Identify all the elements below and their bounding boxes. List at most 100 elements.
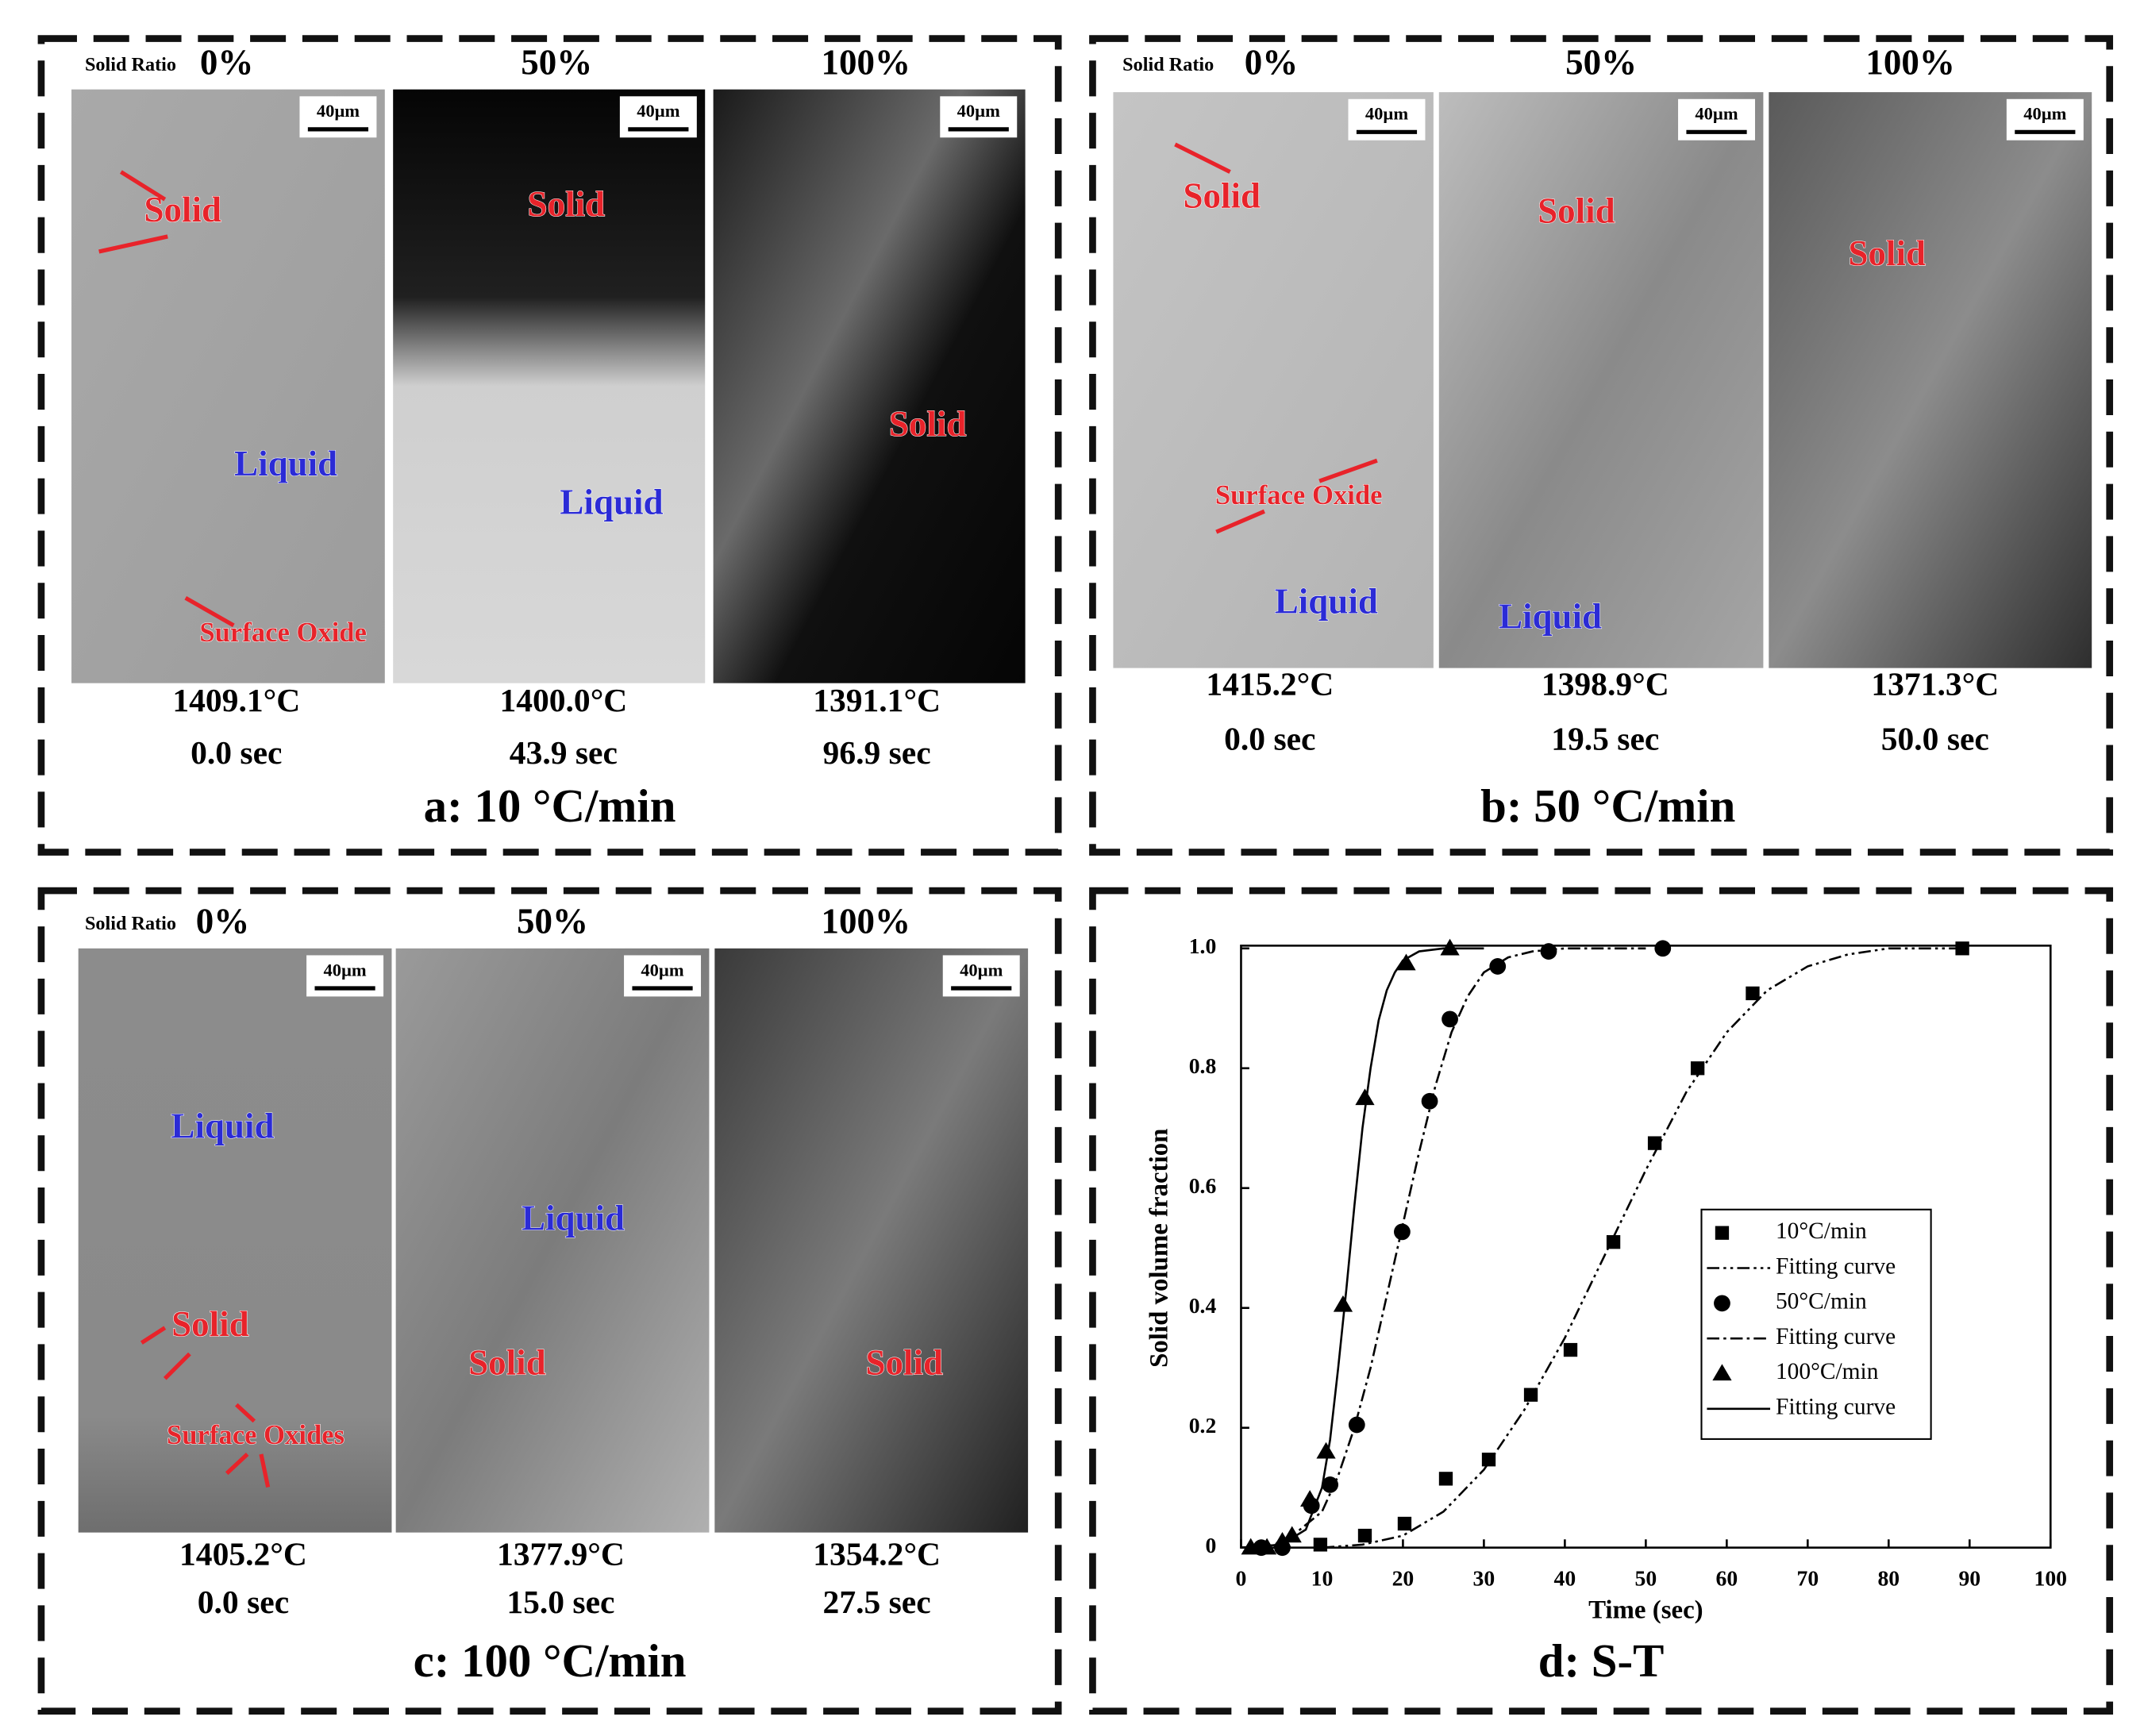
solid-ratio: 0% [1245, 43, 1299, 83]
solid-ratio-label: Solid Ratio [1122, 54, 1214, 75]
annotation: Solid [528, 184, 606, 224]
x-tick-label: 90 [1958, 1566, 1980, 1591]
scale-bar-label: 40µm [317, 101, 360, 121]
marker-triangle [1316, 1442, 1336, 1459]
pointer [1215, 509, 1265, 534]
marker-square [1746, 986, 1760, 1001]
annotation: Liquid [560, 483, 663, 522]
marker-triangle [1712, 1364, 1732, 1381]
legend-label: Fitting curve [1776, 1253, 1896, 1279]
solid-ratio: 100% [822, 902, 911, 941]
panel-border [37, 887, 1062, 1715]
panel-caption: b: 50 °C/min [1480, 780, 1735, 832]
marker-circle [1714, 1295, 1730, 1312]
time: 0.0 sec [191, 734, 282, 771]
scale-bar-label: 40µm [2023, 104, 2066, 124]
micrograph [71, 89, 385, 683]
x-tick-label: 0 [1236, 1566, 1247, 1591]
chart-title: d: S-T [1538, 1635, 1665, 1687]
marker-circle [1654, 940, 1672, 957]
micrograph [1113, 92, 1434, 668]
x-tick-label: 50 [1635, 1566, 1657, 1591]
y-tick-label: 0.8 [1189, 1053, 1217, 1078]
solid-ratio: 50% [517, 902, 588, 941]
x-axis-label: Time (sec) [1588, 1596, 1703, 1625]
solid-ratio: 50% [1565, 43, 1637, 83]
panel-border [1089, 35, 2114, 856]
x-tick-label: 60 [1716, 1566, 1738, 1591]
panel-borders [37, 35, 2114, 1715]
marker-circle [1322, 1476, 1339, 1493]
legend-label: 50°C/min [1776, 1289, 1867, 1315]
marker-square [1563, 1342, 1578, 1357]
x-tick-label: 70 [1796, 1566, 1819, 1591]
annotation: Solid [171, 1304, 249, 1344]
legend-label: 100°C/min [1776, 1359, 1879, 1384]
temperature: 1405.2°C [179, 1535, 307, 1572]
marker-square [1606, 1235, 1621, 1249]
micrograph [713, 89, 1026, 683]
temperature: 1400.0°C [499, 682, 627, 718]
marker-circle [1421, 1092, 1438, 1110]
solid-ratio: 100% [822, 43, 911, 83]
annotation: Solid [468, 1342, 546, 1382]
annotation: Surface Oxide [1215, 480, 1383, 510]
y-tick-label: 0.2 [1189, 1413, 1217, 1438]
panel-border [1089, 887, 2114, 1715]
y-tick-label: 0 [1205, 1533, 1216, 1557]
pointer [184, 596, 235, 628]
panel-caption: c: 100 °C/min [414, 1635, 687, 1687]
scale-bar-label: 40µm [1695, 104, 1738, 124]
marker-square [1438, 1472, 1453, 1486]
marker-circle [1348, 1416, 1365, 1434]
temperature: 1409.1°C [172, 682, 300, 718]
panel-caption: a: 10 °C/min [424, 780, 676, 832]
marker-triangle [1355, 1088, 1375, 1106]
solid-ratio: 100% [1865, 43, 1955, 83]
marker-triangle [1282, 1526, 1302, 1543]
pointer [235, 1403, 256, 1423]
marker-triangle [1440, 938, 1460, 956]
time: 19.5 sec [1551, 721, 1659, 757]
micrograph [1769, 92, 2092, 668]
pointer [98, 234, 168, 254]
marker-square [1481, 1453, 1496, 1467]
temperature: 1377.9°C [497, 1535, 625, 1572]
marker-circle [1540, 943, 1557, 960]
y-axis-label: Solid volume fraction [1145, 1129, 1174, 1368]
marker-circle [1442, 1010, 1458, 1028]
y-tick-label: 0.4 [1189, 1293, 1217, 1318]
solid-ratio: 0% [196, 902, 250, 941]
x-tick-label: 30 [1473, 1566, 1495, 1591]
micrograph [395, 948, 710, 1533]
time: 15.0 sec [506, 1584, 614, 1620]
marker-square [1647, 1136, 1662, 1150]
marker-square [1715, 1226, 1730, 1240]
fitting-curve [1241, 947, 1484, 1549]
annotation: Solid [1848, 233, 1926, 273]
x-tick-label: 100 [2034, 1566, 2067, 1591]
y-tick-label: 0.6 [1189, 1173, 1217, 1198]
x-tick-label: 80 [1877, 1566, 1900, 1591]
annotation: Solid [865, 1342, 943, 1382]
annotation: Liquid [234, 444, 337, 483]
scale-bar-label: 40µm [960, 960, 1003, 980]
marker-triangle [1333, 1295, 1353, 1312]
micrograph [1438, 92, 1764, 668]
marker-triangle [1300, 1490, 1320, 1507]
pointer [140, 1326, 167, 1345]
annotation: Surface Oxides [167, 1420, 345, 1450]
micrograph [714, 948, 1029, 1533]
chart: 0 10 20 30 40 50 60 70 80 90 100 0 0.2 0.4 0.6 0.8 1.0 Ti… [1145, 933, 2067, 1687]
solid-ratio-label: Solid Ratio [85, 913, 176, 934]
annotation: Liquid [522, 1199, 625, 1238]
time: 43.9 sec [510, 734, 618, 771]
marker-square [1397, 1516, 1412, 1531]
time: 27.5 sec [823, 1584, 931, 1620]
temperature: 1398.9°C [1542, 665, 1669, 702]
pointer-lines [98, 142, 1378, 1488]
x-tick-label: 10 [1311, 1566, 1334, 1591]
annotation: Liquid [1275, 581, 1378, 621]
legend-label: 10°C/min [1776, 1218, 1867, 1244]
